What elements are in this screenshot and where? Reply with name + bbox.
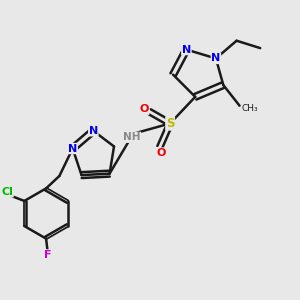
Text: F: F <box>44 250 51 260</box>
Text: N: N <box>68 143 77 154</box>
Text: Cl: Cl <box>2 187 14 197</box>
Text: S: S <box>166 117 174 130</box>
Text: N: N <box>182 45 191 55</box>
Text: N: N <box>211 53 220 63</box>
Text: O: O <box>157 148 166 158</box>
Text: N: N <box>89 126 98 136</box>
Text: O: O <box>140 104 149 114</box>
Text: NH: NH <box>123 132 140 142</box>
Text: CH₃: CH₃ <box>242 104 259 113</box>
